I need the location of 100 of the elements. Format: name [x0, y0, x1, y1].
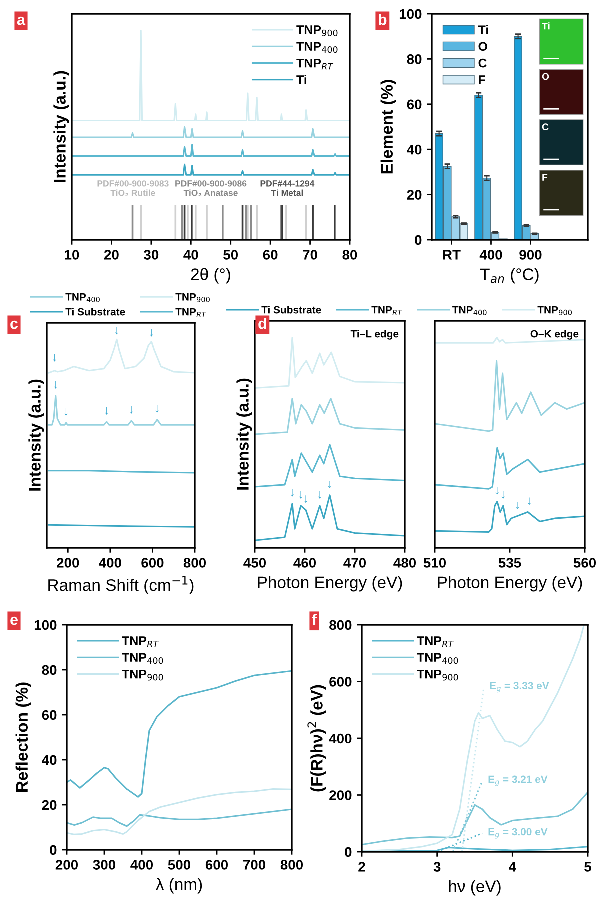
x-tick-label: 900: [520, 250, 542, 260]
y-tick-label: 400: [329, 734, 352, 744]
x-tick-label: 20: [104, 250, 119, 260]
annotation: ↓: [300, 491, 302, 499]
x-tick-label: 560: [574, 558, 596, 568]
annotation: F: [542, 174, 548, 181]
chart-title: d: [258, 318, 266, 330]
x-tick-label: 400: [99, 558, 122, 568]
y-tick-label: 200: [330, 790, 352, 800]
annotation: ↓: [105, 407, 108, 415]
x-tick-label: 50: [224, 250, 238, 260]
x-tick-label: 470: [344, 558, 366, 568]
x-tick-label: 200: [57, 558, 80, 568]
annotation: ↓: [53, 354, 56, 362]
y-tick-label: 800: [330, 620, 352, 630]
y-axis-title: Reflection (%): [16, 682, 32, 792]
legend-label: TNP$_{900}$: [417, 670, 458, 681]
x-tick-label: 400: [480, 250, 502, 260]
annotation: PDF#00-900-9083 TiO₂ Rutile: [98, 180, 169, 196]
y-axis-title: Intensity (a.u.): [236, 378, 252, 490]
annotation: E$_{g}$ = 3.33 eV: [490, 682, 550, 693]
chart-title: f: [312, 614, 318, 626]
y-tick-label: 60: [407, 100, 422, 110]
annotation: ↓: [496, 487, 499, 495]
x-axis-title: Raman Shift (cm$^{−1}$): [48, 576, 194, 595]
x-tick-label: 400: [130, 860, 154, 870]
annotation: ↓: [502, 491, 505, 499]
y-tick-label: 40: [407, 144, 422, 155]
x-tick-label: 600: [142, 558, 164, 568]
annotation: O–K edge: [530, 330, 579, 340]
y-tick-label: 40: [42, 755, 57, 766]
x-tick-label: 70: [303, 250, 318, 260]
x-axis-title: hν (eV): [449, 880, 501, 896]
x-tick-label: 10: [65, 250, 80, 260]
x-tick-label: 800: [184, 558, 206, 568]
legend-label: Ti: [296, 75, 307, 84]
annotation: PDF#00-900-9086 TiO₂ Anatase: [176, 180, 247, 196]
x-tick-label: 40: [184, 250, 198, 260]
chart-title: a: [17, 16, 26, 26]
legend-label: TNP$_{400}$: [417, 653, 458, 664]
y-axis-title: Intensity (a.u.): [54, 71, 70, 182]
annotation: PDF#44-1294 Ti Metal: [260, 180, 315, 196]
legend-label: TNP$_{400}$: [296, 42, 338, 54]
chart-title: c: [10, 320, 18, 330]
annotation: ↓: [291, 489, 294, 497]
legend-label: TNP$_{900}$: [176, 294, 210, 303]
legend-label: TNP$_{900}$: [296, 26, 338, 36]
annotation: ↓: [130, 406, 134, 414]
x-tick-label: RT: [443, 250, 461, 260]
legend-label: F: [479, 76, 486, 84]
x-tick-label: 4: [509, 862, 516, 872]
annotation: ↓: [318, 491, 322, 499]
y-tick-label: 100: [400, 9, 422, 20]
legend-label: TNP$_{900}$: [122, 670, 164, 681]
x-tick-label: 5: [584, 862, 592, 872]
legend-label: TNP$_{RT}$: [122, 636, 160, 648]
annotation: ↓: [156, 405, 159, 413]
chart-title: e: [10, 616, 18, 626]
annotation: E$_{g}$ = 3.21 eV: [488, 776, 548, 786]
legend-label: TNP$_{900}$: [538, 306, 572, 316]
x-tick-label: 2: [358, 862, 366, 872]
y-tick-label: 80: [42, 665, 57, 676]
legend-label: Ti Substrate: [262, 306, 322, 314]
chart-title: b: [379, 14, 387, 26]
y-tick-label: 20: [42, 800, 57, 810]
annotation: Ti: [542, 22, 550, 30]
annotation: ↓: [516, 502, 519, 510]
x-tick-label: 500: [168, 860, 191, 870]
legend-label: TNP$_{RT}$: [372, 306, 403, 316]
legend-label: O: [478, 42, 488, 52]
y-tick-label: 100: [34, 620, 57, 630]
annotation: ↓: [328, 480, 332, 488]
x-axis-title: Photon Energy (eV): [438, 576, 582, 592]
x-tick-label: 600: [206, 860, 228, 870]
annotation: Ti–L edge: [350, 330, 399, 340]
y-tick-label: 600: [330, 677, 352, 687]
x-tick-label: 800: [280, 860, 304, 870]
legend-label: TNP$_{400}$: [452, 306, 487, 316]
x-axis-title: T$_{an}$ (°C): [480, 268, 539, 284]
x-tick-label: 300: [93, 860, 116, 870]
x-tick-label: 700: [244, 860, 266, 870]
x-axis-title: 2θ (°): [191, 268, 230, 284]
x-tick-label: 30: [144, 250, 159, 260]
y-tick-label: 0: [345, 847, 352, 858]
x-tick-label: 450: [244, 558, 266, 568]
legend-label: C: [478, 58, 487, 68]
annotation: C: [542, 124, 549, 131]
annotation: ↓: [150, 329, 154, 337]
y-tick-label: 0: [415, 235, 422, 246]
y-tick-label: 60: [42, 710, 57, 720]
y-tick-label: 80: [407, 54, 422, 64]
legend-label: TNP$_{400}$: [66, 294, 100, 303]
legend-label: TNP$_{RT}$: [417, 636, 454, 648]
legend-label: TNP$_{RT}$: [296, 58, 334, 70]
y-axis-title: Element (%): [380, 80, 396, 174]
y-axis-title: (F(R)hν)$^{2}$ (eV): [308, 685, 326, 792]
x-tick-label: 535: [498, 558, 522, 568]
annotation: ↓: [54, 381, 58, 389]
x-axis-title: Photon Energy (eV): [258, 576, 402, 592]
x-tick-label: 510: [424, 558, 446, 568]
